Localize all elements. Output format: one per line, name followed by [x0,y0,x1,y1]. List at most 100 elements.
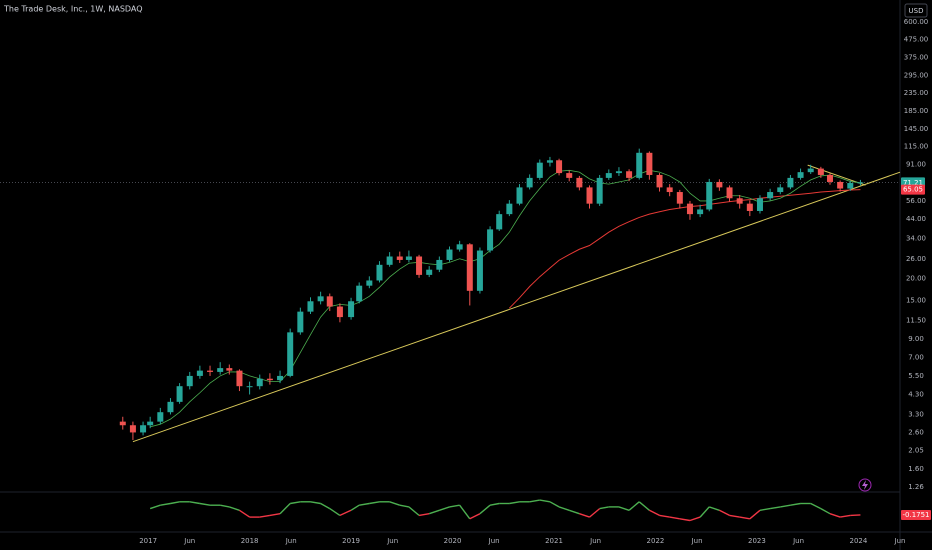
indicator-segment [549,501,560,508]
candle-body [496,214,503,230]
y-tick-label: 9.00 [908,335,924,343]
indicator-segment [509,501,520,505]
candle-body [348,301,355,318]
candle-body [366,280,373,286]
indicator-segment [589,508,601,518]
indicator-segment [709,506,720,511]
indicator-segment [160,502,171,506]
candle-body [586,187,593,204]
y-tick-label: 115.00 [904,143,929,151]
candle-body [615,171,622,174]
x-tick-label: Jun [691,537,703,545]
indicator-segment [339,509,352,517]
candle-body [426,269,433,275]
x-tick-label: Jun [386,537,398,545]
candle-body [746,203,753,211]
candle-body [297,311,304,333]
indicator-segment [350,504,360,511]
x-tick-label: 2020 [444,537,462,545]
indicator-segment [279,503,291,515]
candle-body [129,425,136,433]
candle-body [777,187,784,193]
y-tick-label: 5.50 [908,372,924,380]
candle-body [236,370,243,387]
candle-body [706,181,713,210]
indicator-segment [810,502,822,510]
candle-body [217,368,224,372]
trendline [132,171,901,443]
candle-body [416,256,423,275]
moving-average [150,169,861,428]
indicator-segment [829,513,841,518]
candle-body [277,375,284,381]
indicator-segment [220,504,230,508]
indicator-segment [529,499,540,503]
candle-body [196,370,203,376]
indicator-segment [310,501,321,505]
indicator-segment [479,504,491,515]
indicator-label-bg [901,509,931,520]
indicator-segment [790,502,801,506]
y-tick-label: 44.00 [906,215,926,223]
event-icon[interactable] [858,478,872,492]
currency-button[interactable] [904,3,928,18]
indicator-segment [290,501,301,505]
indicator-segment [259,514,271,518]
candle-body [186,375,193,387]
indicator-segment [408,506,420,516]
y-tick-label: 1.26 [908,483,924,491]
x-tick-label: Jun [488,537,500,545]
moving-average [509,189,861,309]
indicator-segment [618,506,630,511]
indicator-label: -0.1751 [902,511,929,519]
candle-body [626,171,633,178]
y-tick-label: 3.30 [908,410,924,418]
y-tick-label: 26.00 [906,255,926,263]
indicator-segment [729,514,740,518]
x-tick-label: 2018 [241,537,259,545]
candle-body [666,187,673,193]
candle-body [556,160,563,174]
candle-body [857,182,864,184]
candle-body [797,172,804,178]
candle-body [396,256,403,260]
candle-body [686,203,693,215]
candle-body [317,296,324,302]
indicator-segment [820,507,831,515]
y-tick-label: 295.00 [904,72,929,80]
candle-body [376,264,383,281]
currency[interactable]: USD [909,7,924,15]
indicator-segment [669,516,680,520]
candle-body [546,160,553,163]
candle-body [566,173,573,178]
candle-body [436,259,443,270]
candle-body [826,174,833,182]
y-tick-label: 15.00 [906,296,926,304]
indicator-segment [739,516,750,520]
indicator-segment [269,513,281,517]
indicator-segment [628,501,640,511]
indicator-segment [320,502,331,510]
candle-body [207,370,214,372]
candle-body [817,168,824,175]
candle-body [356,285,363,302]
indicator-segment [539,499,551,503]
candle-body [526,177,533,188]
y-tick-label: 600.00 [904,18,929,26]
candle-body [756,198,763,211]
indicator-segment [369,501,380,505]
candle-body [326,296,333,307]
candle-body [697,209,704,215]
indicator-segment [568,509,580,515]
y-tick-label: 11.50 [906,316,926,324]
indicator-segment [439,506,450,511]
candle-body [716,181,723,188]
candle-body [405,256,412,260]
x-tick-label: 2022 [647,537,665,545]
indicator-segment [840,514,851,518]
candle-body [246,386,253,388]
candle-body [576,177,583,188]
indicator-segment [418,513,430,517]
